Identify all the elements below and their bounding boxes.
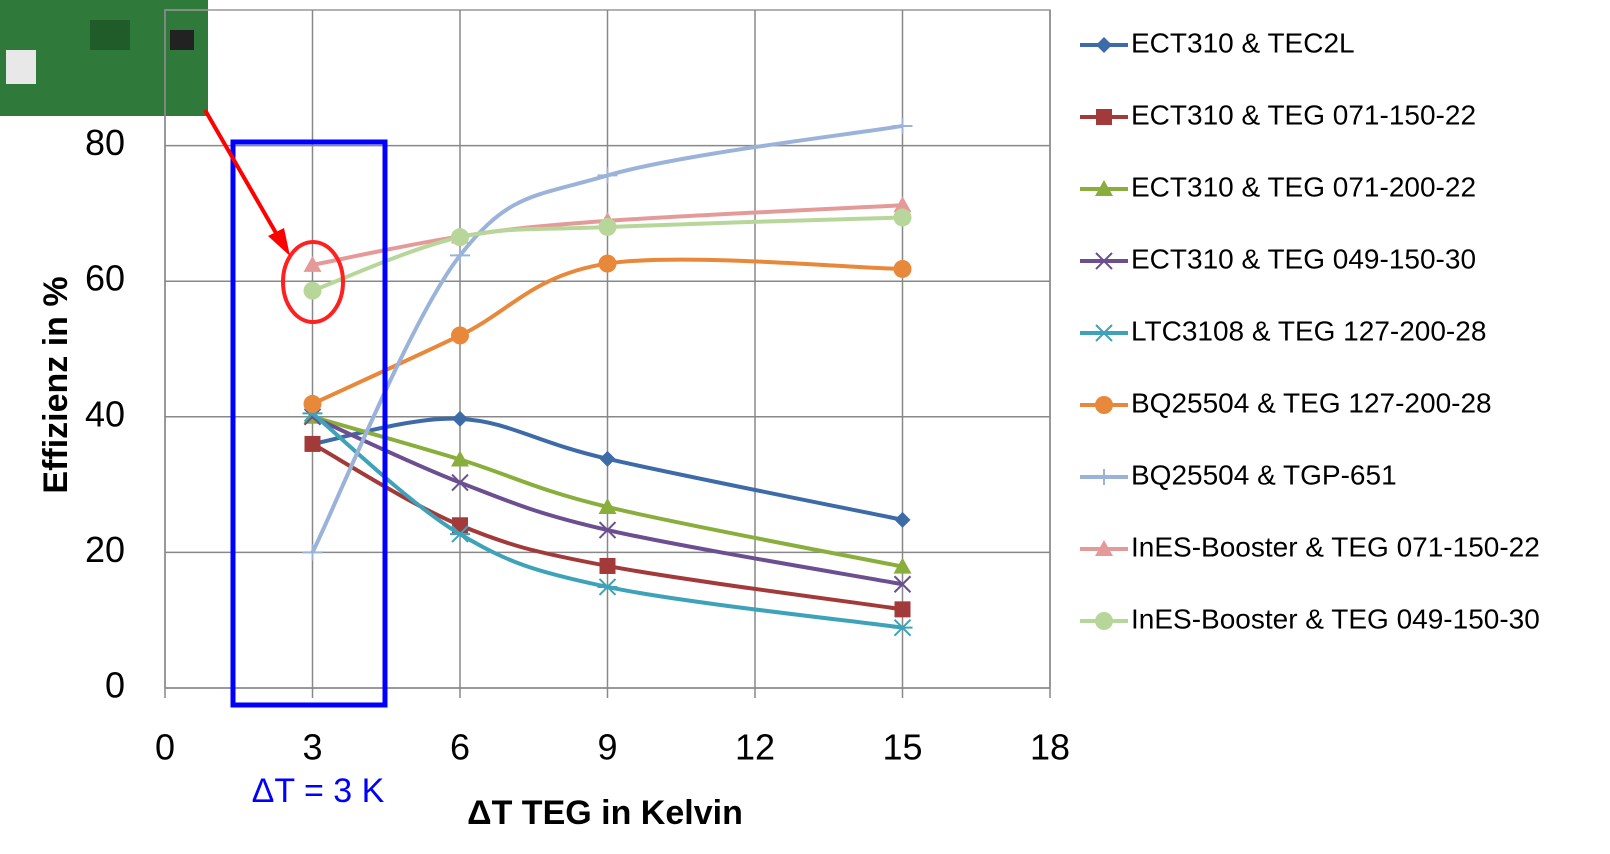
legend-entry: LTC3108 & TEG 127-200-28 [1080,315,1486,346]
legend-label: ECT310 & TEG 071-150-22 [1131,99,1476,130]
legend-entry: ECT310 & TEG 071-150-22 [1080,99,1476,130]
marker [599,218,617,236]
x-axis-label: ΔT TEG in Kelvin [467,794,743,832]
y-tick-label: 0 [105,665,125,706]
marker [304,282,322,300]
component [90,20,130,50]
y-axis-label: Effizienz in % [37,276,75,493]
legend-label: ECT310 & TEG 071-200-22 [1131,171,1476,202]
legend-marker [1096,109,1112,125]
legend-label: ECT310 & TEG 049-150-30 [1131,243,1476,274]
legend-entry: InES-Booster & TEG 071-150-22 [1080,531,1540,562]
x-tick-label: 15 [882,727,922,768]
board-photo [0,0,208,116]
legend-marker [1095,396,1113,414]
legend-entry: ECT310 & TEG 049-150-30 [1080,243,1476,274]
legend-label: ECT310 & TEC2L [1131,27,1355,58]
legend-label: LTC3108 & TEG 127-200-28 [1131,315,1486,346]
legend-entry: ECT310 & TEG 071-200-22 [1080,171,1476,202]
x-tick-label: 6 [450,727,470,768]
x-tick-label: 18 [1030,727,1070,768]
y-tick-label: 80 [85,122,125,163]
x-tick-label: 9 [597,727,617,768]
y-tick-label: 40 [85,393,125,434]
legend-entry: InES-Booster & TEG 049-150-30 [1080,603,1540,634]
marker [600,558,616,574]
annotation: ΔT = 3 K [252,772,385,810]
marker [894,208,912,226]
y-tick-label: 60 [85,258,125,299]
x-tick-label: 0 [155,727,175,768]
x-tick-label: 3 [302,727,322,768]
y-tick-label: 20 [85,529,125,570]
component [170,30,194,50]
connector [6,50,36,84]
x-tick-label: 12 [735,727,775,768]
legend-entry: BQ25504 & TEG 127-200-28 [1080,387,1492,418]
marker [895,601,911,617]
legend-marker [1095,612,1113,630]
legend-label: BQ25504 & TGP-651 [1131,459,1397,490]
marker [451,326,469,344]
legend-label: InES-Booster & TEG 049-150-30 [1131,603,1540,634]
legend-label: InES-Booster & TEG 071-150-22 [1131,531,1540,562]
chart: Effizienz in % ΔT TEG in Kelvin ΔT = 3 K… [0,0,1610,854]
marker [305,436,321,452]
marker [599,255,617,273]
legend-label: BQ25504 & TEG 127-200-28 [1131,387,1492,418]
marker [451,228,469,246]
marker [304,395,322,413]
marker [894,260,912,278]
